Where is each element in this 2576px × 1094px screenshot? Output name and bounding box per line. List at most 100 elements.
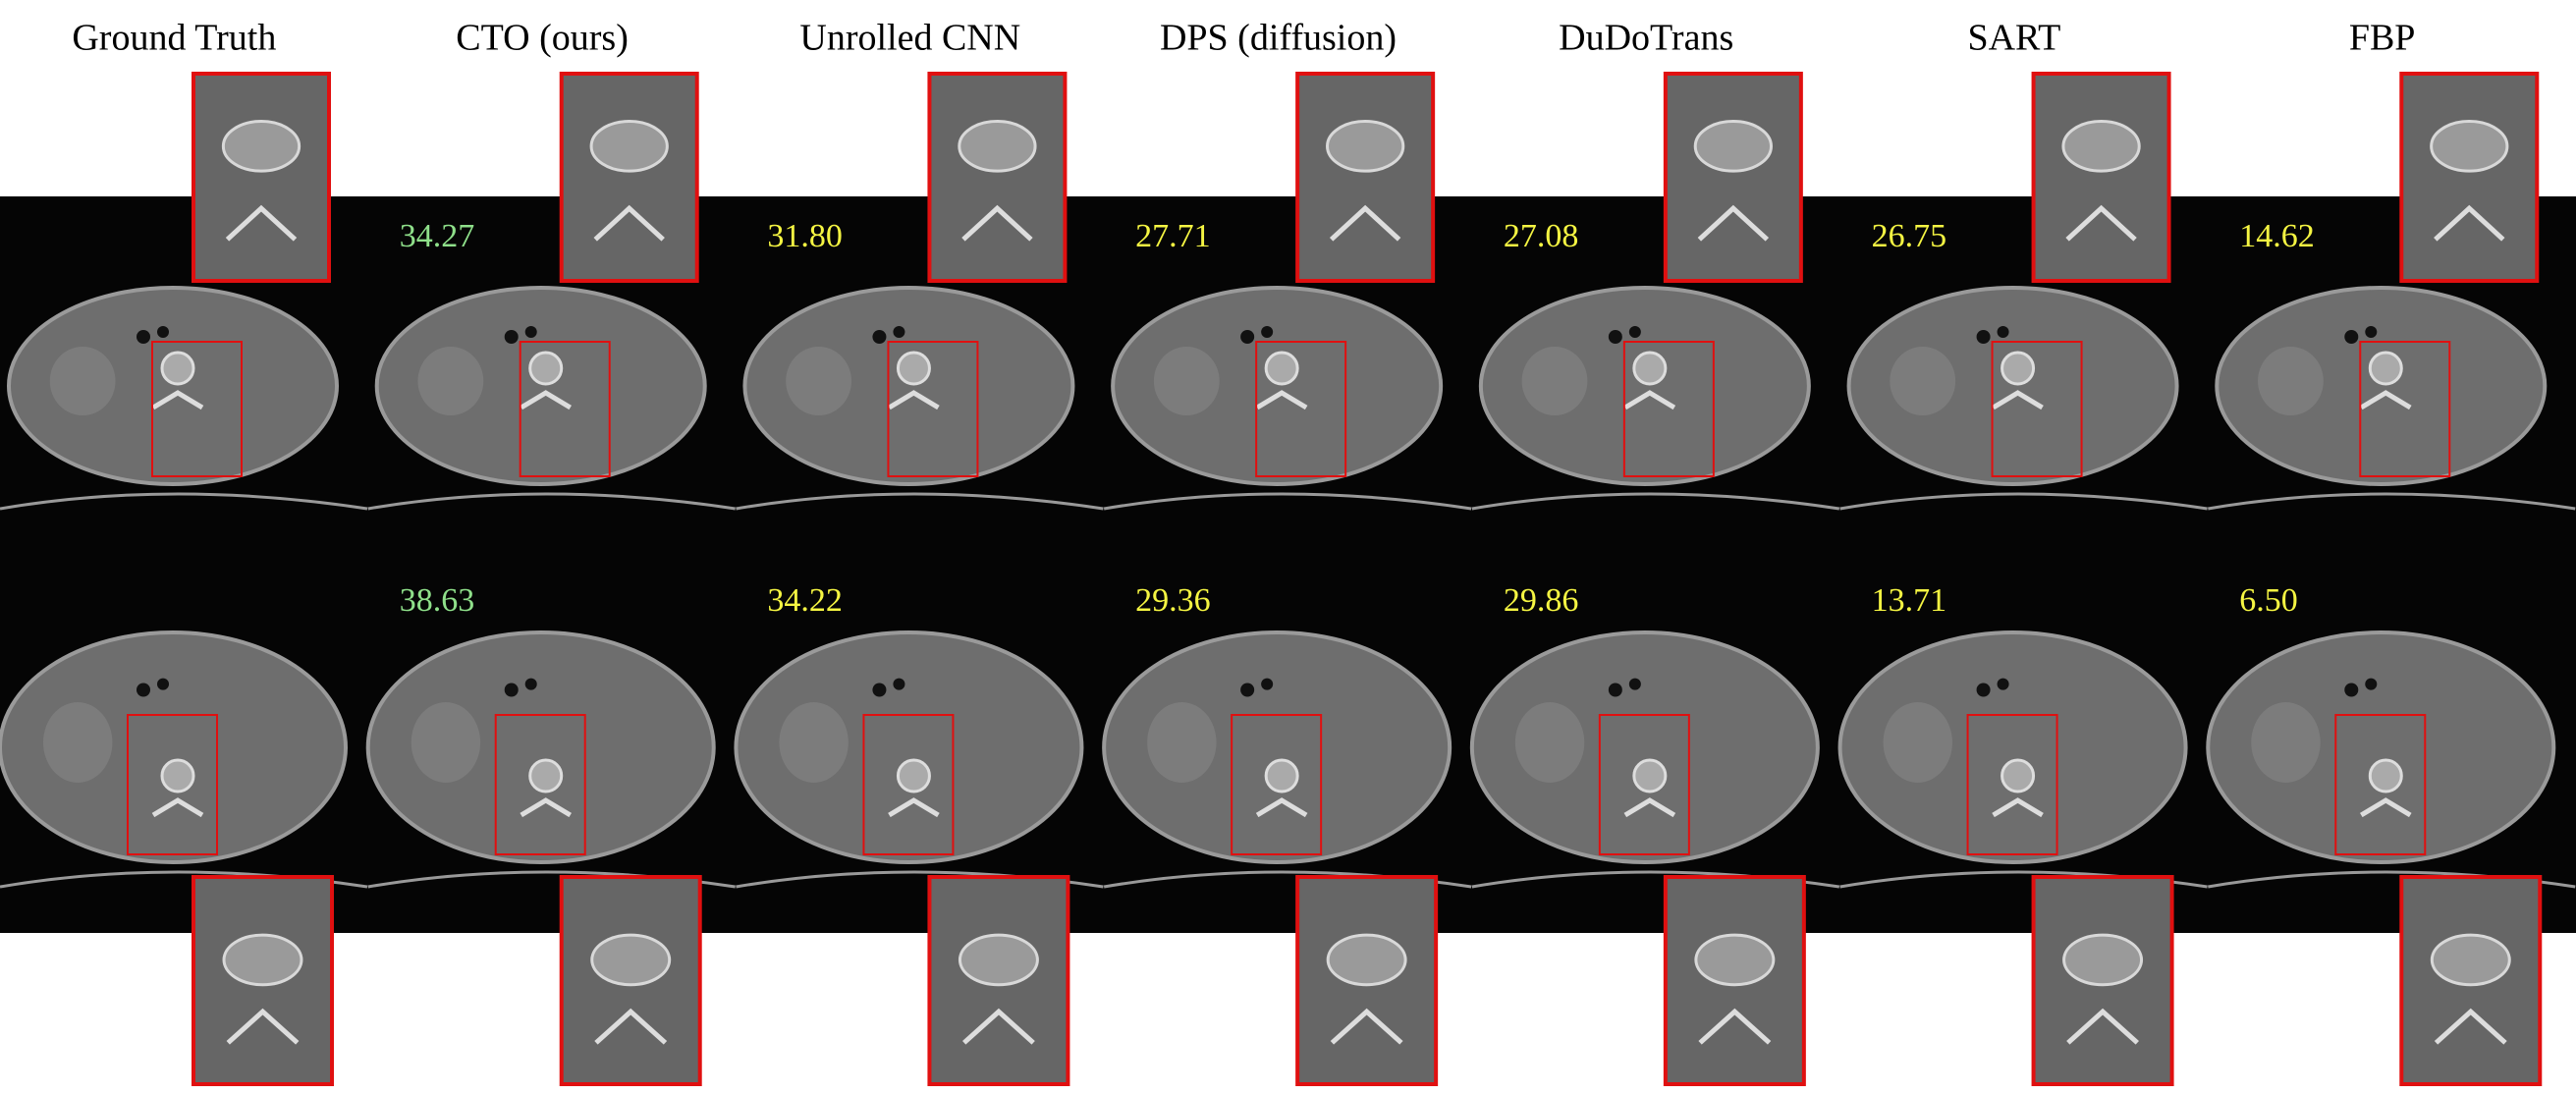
roi-box xyxy=(1255,341,1347,477)
organ xyxy=(49,347,116,415)
roi-box xyxy=(1231,714,1323,855)
gas xyxy=(1240,683,1255,697)
inset-process xyxy=(962,1008,1035,1045)
inset-process xyxy=(1697,204,1770,242)
roi-box xyxy=(151,341,243,477)
column-title: FBP xyxy=(2349,18,2416,59)
psnr-score: 29.86 xyxy=(1504,582,1579,619)
zoom-inset xyxy=(559,72,699,283)
roi-box xyxy=(1622,341,1715,477)
body-outline xyxy=(1837,630,2188,864)
inset-vertebra xyxy=(222,933,303,987)
gas xyxy=(1608,330,1622,344)
gas xyxy=(504,683,519,697)
psnr-score: 34.22 xyxy=(767,582,843,619)
organ xyxy=(1890,347,1956,415)
table xyxy=(2208,492,2576,511)
spine-process xyxy=(888,390,940,410)
inset-process xyxy=(2434,204,2505,242)
gas xyxy=(1976,683,1991,697)
gas xyxy=(2344,330,2359,344)
body-outline xyxy=(2215,286,2548,486)
psnr-score: 26.75 xyxy=(1872,218,1947,254)
organ xyxy=(42,702,113,783)
vertebra xyxy=(896,351,931,386)
body-outline xyxy=(1846,286,2179,486)
organ xyxy=(1147,702,1217,783)
inset-vertebra xyxy=(1693,120,1773,173)
gas xyxy=(524,678,537,690)
vertebra xyxy=(160,351,195,386)
gas xyxy=(504,330,519,344)
roi-box xyxy=(862,714,955,855)
gas xyxy=(872,330,887,344)
organ xyxy=(2258,347,2324,415)
gas xyxy=(1997,326,2009,338)
inset-process xyxy=(1698,1008,1772,1045)
gas xyxy=(872,683,887,697)
spine-process xyxy=(151,797,204,818)
inset-vertebra xyxy=(1326,933,1407,987)
organ xyxy=(417,347,484,415)
body-outline xyxy=(1478,286,1811,486)
gas xyxy=(893,326,905,338)
vertebra xyxy=(2368,758,2403,793)
spine-process xyxy=(1623,390,1676,410)
roi-box xyxy=(887,341,979,477)
body-outline xyxy=(1469,630,1820,864)
column-title: SART xyxy=(1967,18,2060,59)
inset-vertebra xyxy=(958,120,1037,173)
psnr-score: 6.50 xyxy=(2239,582,2298,619)
roi-box xyxy=(494,714,586,855)
inset-vertebra xyxy=(2430,933,2511,987)
organ xyxy=(1514,702,1585,783)
zoom-inset xyxy=(192,72,331,283)
gas xyxy=(137,683,150,697)
body-outline xyxy=(1111,286,1444,486)
vertebra xyxy=(2001,351,2036,386)
inset-vertebra xyxy=(2061,120,2141,173)
roi-box xyxy=(2359,341,2451,477)
body-outline xyxy=(1102,630,1452,864)
column-title: Unrolled CNN xyxy=(799,18,1020,59)
table xyxy=(1839,492,2208,511)
roi-box xyxy=(2334,714,2427,855)
method-column: DPS (diffusion) 27.71 29.36 xyxy=(1102,18,1472,1086)
inset-process xyxy=(225,204,298,242)
gas xyxy=(157,326,169,338)
inset-process xyxy=(1329,204,1401,242)
spine-process xyxy=(1992,390,2044,410)
psnr-score: 27.08 xyxy=(1504,218,1579,254)
vertebra xyxy=(1632,758,1668,793)
inset-process xyxy=(961,204,1033,242)
zoom-inset xyxy=(2031,72,2171,283)
gas xyxy=(893,678,905,690)
organ xyxy=(411,702,481,783)
gas xyxy=(1997,678,2009,690)
gas xyxy=(157,678,169,690)
zoom-inset xyxy=(192,875,334,1086)
vertebra xyxy=(2001,758,2036,793)
body-outline xyxy=(7,286,339,486)
inset-vertebra xyxy=(1326,120,1405,173)
gas xyxy=(1608,683,1622,697)
method-column: FBP 14.62 6.50 xyxy=(2206,18,2576,1086)
spine-process xyxy=(520,797,573,818)
vertebra xyxy=(896,758,931,793)
column-title: DPS (diffusion) xyxy=(1160,18,1397,59)
inset-vertebra xyxy=(2430,120,2509,173)
gas xyxy=(1261,326,1274,338)
gas xyxy=(2365,678,2378,690)
inset-vertebra xyxy=(1694,933,1776,987)
body-outline xyxy=(365,630,716,864)
inset-process xyxy=(2434,1008,2507,1045)
spine-process xyxy=(888,797,940,818)
spine-process xyxy=(1255,797,1308,818)
psnr-score: 29.36 xyxy=(1135,582,1211,619)
body-outline xyxy=(734,630,1084,864)
inset-vertebra xyxy=(590,933,672,987)
psnr-score: 31.80 xyxy=(767,218,843,254)
body-outline xyxy=(2206,630,2556,864)
roi-box xyxy=(1991,341,2083,477)
